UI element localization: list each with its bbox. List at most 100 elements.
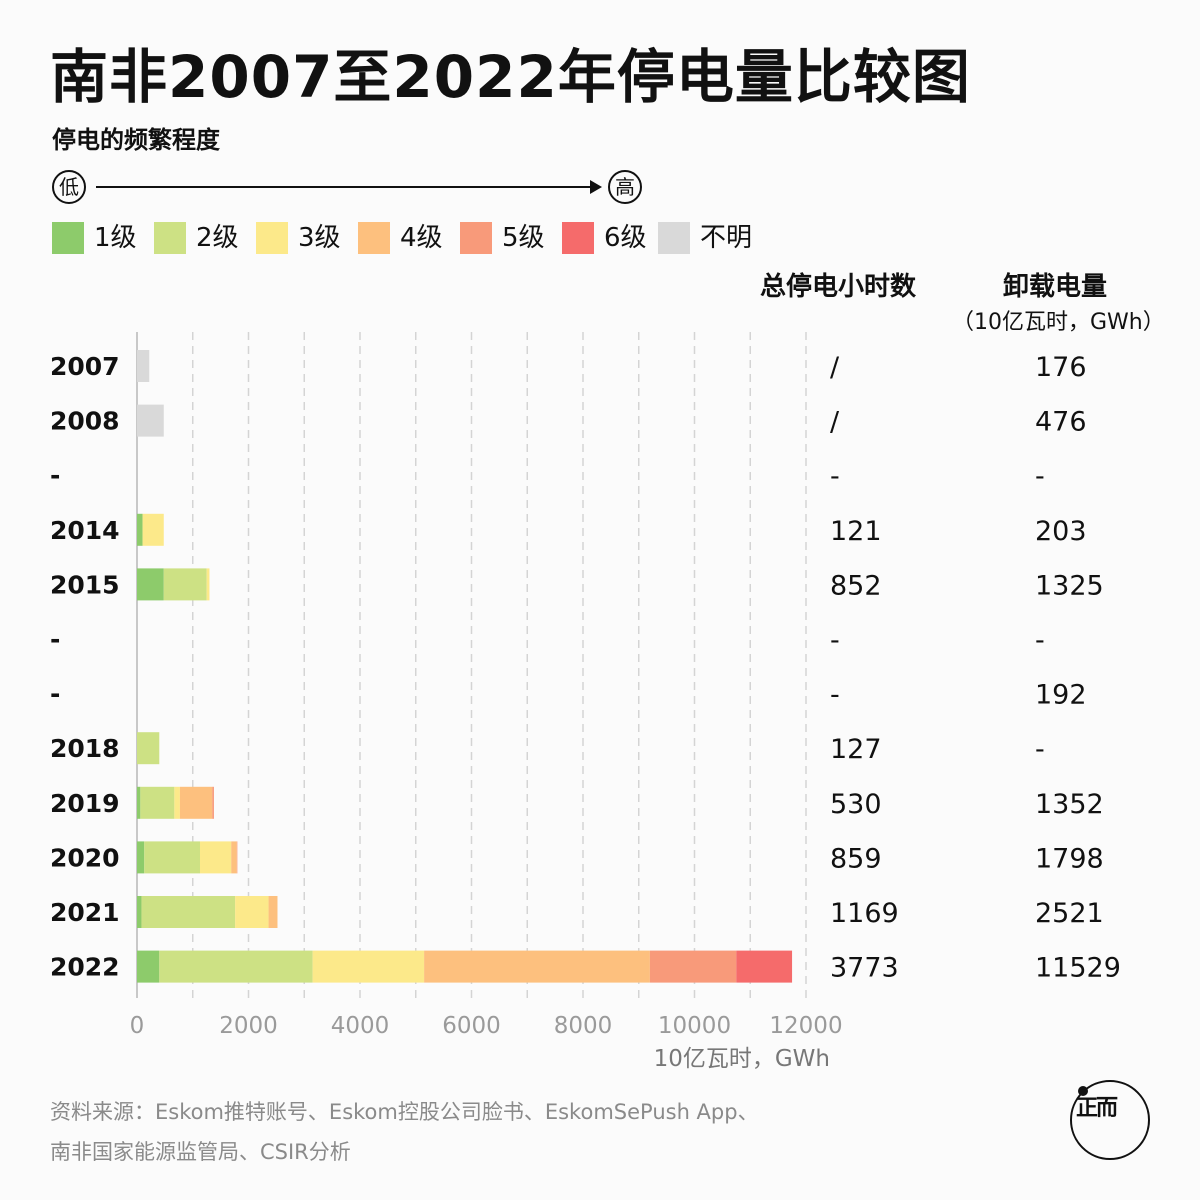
legend-swatch (256, 222, 288, 254)
category-label: 2007 (50, 352, 120, 381)
gwh-value: 203 (1035, 516, 1087, 547)
bar-segment (144, 841, 200, 874)
x-axis-label: 10亿瓦时，GWh (654, 1046, 830, 1072)
bar-segment (736, 950, 793, 983)
bar-segment (235, 896, 269, 928)
bar-segment (236, 841, 238, 874)
bar-segment (159, 950, 313, 983)
hours-value: 852 (830, 570, 882, 601)
x-tick-label: 0 (130, 1013, 145, 1039)
gwh-value: 1798 (1035, 843, 1104, 874)
bar-segment (142, 513, 164, 546)
bar-segment (137, 404, 164, 437)
legend-label: 4级 (400, 223, 443, 253)
bar-segment (137, 350, 150, 382)
bar-segment (649, 950, 737, 983)
legend-swatch (562, 222, 594, 254)
legend-label: 5级 (502, 223, 545, 253)
bar-segment (231, 841, 237, 874)
category-label: - (50, 461, 60, 490)
bar-segment (199, 841, 232, 874)
category-label: 2014 (50, 516, 120, 545)
category-label: 2022 (50, 953, 120, 982)
category-label: - (50, 625, 60, 654)
source-line-2: 南非国家能源监管局、CSIR分析 (50, 1140, 351, 1164)
bar-segment (312, 950, 425, 983)
logo-mark: 正而 (1076, 1096, 1118, 1121)
x-tick-label: 6000 (442, 1013, 501, 1039)
category-label: 2008 (50, 407, 120, 436)
gwh-value: 1325 (1035, 570, 1104, 601)
bar-segment (137, 841, 145, 874)
bar-segment (179, 786, 213, 819)
bar-segment (137, 786, 141, 819)
hours-value: 3773 (830, 953, 899, 984)
gwh-value: 1352 (1035, 789, 1104, 820)
hours-value: - (830, 625, 840, 656)
frequency-subtitle: 停电的频繁程度 (52, 126, 220, 154)
gwh-value: 11529 (1035, 953, 1121, 984)
bar-segment (137, 950, 160, 983)
legend-swatch (460, 222, 492, 254)
scale-arrow-head-icon (590, 180, 602, 194)
x-tick-label: 8000 (554, 1013, 613, 1039)
x-tick-label: 12000 (769, 1013, 842, 1039)
hours-value: / (830, 407, 840, 438)
bar-segment (206, 568, 210, 601)
hours-value: - (830, 680, 840, 711)
hours-value: 859 (830, 843, 882, 874)
scale-high-label: 高 (608, 170, 642, 204)
hours-value: - (830, 461, 840, 492)
scale-arrow-line (96, 186, 596, 188)
category-label: 2020 (50, 843, 120, 872)
x-tick-label: 2000 (219, 1013, 278, 1039)
category-label: 2018 (50, 734, 120, 763)
category-label: - (50, 680, 60, 709)
gwh-value: - (1035, 734, 1045, 765)
bar-segment (424, 950, 650, 983)
category-label: 2021 (50, 898, 120, 927)
legend-swatch (358, 222, 390, 254)
legend-label: 不明 (700, 223, 753, 253)
bar-segment (268, 896, 278, 928)
gwh-value: 476 (1035, 407, 1087, 438)
shed-column-unit: （10亿瓦时，GWh） (952, 310, 1165, 335)
hours-value: / (830, 352, 840, 383)
scale-low-label: 低 (52, 170, 86, 204)
legend-label: 3级 (298, 223, 341, 253)
bar-segment (141, 896, 236, 928)
hours-value: 121 (830, 516, 882, 547)
publisher-logo: 正而 (1070, 1080, 1150, 1160)
hours-value: 1169 (830, 898, 899, 929)
bar-segment (140, 786, 175, 819)
gwh-value: 2521 (1035, 898, 1104, 929)
logo-dot-icon (1078, 1086, 1088, 1096)
hours-value: 530 (830, 789, 882, 820)
gwh-value: 176 (1035, 352, 1087, 383)
source-line-1: 资料来源：Eskom推特账号、Eskom控股公司脸书、EskomSePush A… (50, 1100, 759, 1124)
legend-swatch (658, 222, 690, 254)
bar-segment (137, 568, 164, 601)
legend-swatch (52, 222, 84, 254)
x-tick-label: 4000 (331, 1013, 390, 1039)
legend-swatch (154, 222, 186, 254)
bar-segment (212, 786, 214, 819)
legend-label: 6级 (604, 223, 647, 253)
legend-label: 2级 (196, 223, 239, 253)
gwh-value: 192 (1035, 680, 1087, 711)
bar-segment (137, 896, 142, 928)
hours-column-header: 总停电小时数 (760, 272, 917, 302)
gwh-value: - (1035, 461, 1045, 492)
shed-column-header: 卸载电量 (1003, 272, 1108, 302)
bar-segment (174, 786, 180, 819)
category-label: 2019 (50, 789, 120, 818)
x-tick-label: 10000 (658, 1013, 731, 1039)
category-label: 2015 (50, 570, 120, 599)
bar-segment (163, 568, 207, 601)
bar-segment (137, 732, 160, 765)
gwh-value: - (1035, 625, 1045, 656)
hours-value: 127 (830, 734, 882, 765)
legend-label: 1级 (94, 223, 137, 253)
chart-title: 南非2007至2022年停电量比较图 (50, 43, 971, 111)
